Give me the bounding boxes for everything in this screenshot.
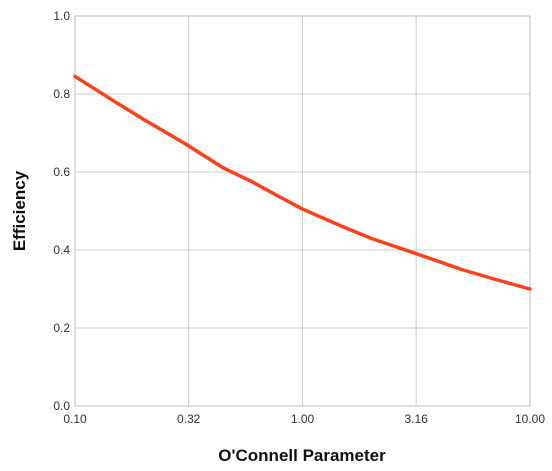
y-tick-label: 0.2 (53, 321, 70, 335)
x-tick-label: 3.16 (404, 412, 428, 426)
x-tick-label: 0.32 (177, 412, 201, 426)
y-axis-title: Efficiency (10, 170, 29, 251)
y-tick-label: 0.8 (53, 87, 70, 101)
tick-labels: 0.10 0.32 1.00 3.16 10.00 0.0 0.2 0.4 0.6 0.8 1.0 (53, 9, 545, 426)
y-tick-label: 0.4 (53, 243, 70, 257)
x-axis-title: O'Connell Parameter (218, 446, 386, 465)
y-tick-label: 0.6 (53, 165, 70, 179)
x-tick-label: 0.10 (63, 412, 87, 426)
y-tick-label: 1.0 (53, 9, 70, 23)
gridlines (75, 16, 530, 406)
x-tick-label: 10.00 (515, 412, 545, 426)
y-tick-label: 0.0 (53, 399, 70, 413)
x-tick-label: 1.00 (291, 412, 315, 426)
series-line-0 (73, 74, 532, 291)
series-layer (73, 74, 532, 291)
